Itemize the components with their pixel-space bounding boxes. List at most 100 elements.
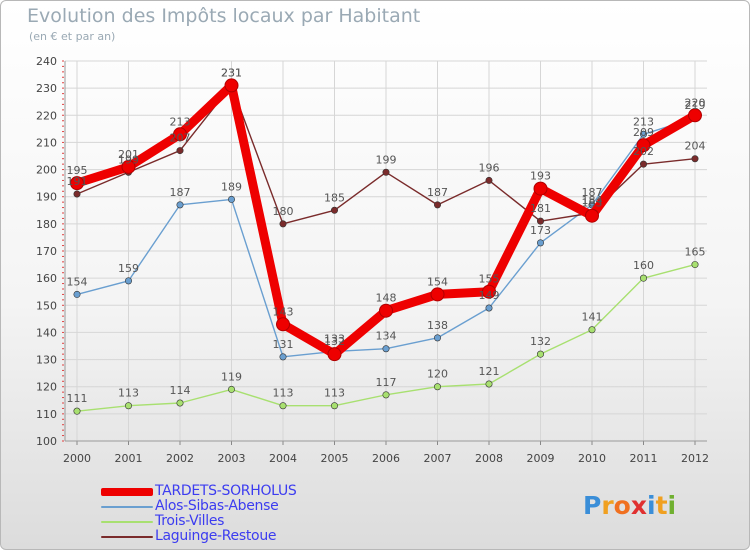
data-point	[228, 385, 236, 393]
data-label: 183	[582, 197, 603, 210]
data-label: 231	[221, 66, 242, 79]
legend-label: Alos-Sibas-Abense	[155, 498, 279, 514]
data-label: 131	[273, 338, 294, 351]
legend-item: Laguinge-Restoue	[101, 529, 297, 544]
data-point	[330, 402, 338, 410]
data-point	[639, 130, 647, 138]
y-tick-label: 200	[36, 164, 57, 177]
y-tick-label: 120	[36, 381, 57, 394]
proxiti-logo: Proxiti	[583, 491, 676, 520]
x-tick-label: 2000	[63, 452, 91, 465]
data-point	[73, 407, 81, 415]
y-tick-label: 230	[36, 82, 57, 95]
data-point	[636, 138, 651, 153]
data-point	[485, 176, 493, 184]
data-label: 132	[324, 335, 345, 348]
logo-letter: i	[667, 491, 677, 520]
data-point	[485, 304, 493, 312]
data-label: 141	[582, 311, 603, 324]
y-tick-labels: 100 110 120 130 140 150 160 170 180 190 200 210 220 2…	[36, 55, 57, 448]
y-tick-label: 210	[36, 136, 57, 149]
data-point	[279, 220, 287, 228]
data-point	[691, 261, 699, 269]
legend-item: TARDETS-SORHOLUS	[101, 484, 297, 499]
data-point	[482, 284, 496, 299]
logo-letter: x	[630, 491, 647, 520]
data-point	[382, 345, 390, 353]
y-tick-label: 180	[36, 218, 57, 231]
legend: TARDETS-SORHOLUS Alos-Sibas-Abense Trois-V…	[101, 484, 297, 544]
data-label: 120	[427, 368, 448, 381]
x-tick-label: 2003	[218, 452, 246, 465]
data-point	[536, 350, 544, 358]
legend-swatch	[101, 535, 153, 538]
data-point	[330, 206, 338, 214]
x-tick-label: 2008	[475, 452, 503, 465]
data-point	[433, 334, 441, 342]
x-tick-label: 2007	[424, 452, 452, 465]
data-label: 165	[685, 246, 706, 259]
data-label: 196	[479, 161, 500, 174]
data-label: 160	[633, 259, 654, 272]
data-point	[688, 108, 702, 123]
data-label: 199	[118, 153, 139, 166]
x-tick-label: 2006	[372, 452, 400, 465]
data-point	[176, 147, 184, 155]
data-label: 155	[479, 273, 500, 286]
legend-swatch	[101, 487, 153, 496]
data-point	[279, 353, 287, 361]
data-label: 187	[427, 186, 448, 199]
x-tick-label: 2009	[527, 452, 555, 465]
data-label: 111	[67, 392, 88, 405]
data-point	[433, 201, 441, 209]
y-tick-label: 100	[36, 435, 57, 448]
legend-label: Trois-Villes	[155, 513, 225, 529]
data-point	[228, 195, 236, 203]
x-tick-label: 2004	[269, 452, 297, 465]
logo-letter: i	[647, 491, 656, 520]
data-label: 154	[67, 275, 88, 288]
logo-letter: o	[613, 491, 631, 520]
data-point	[125, 402, 133, 410]
data-label: 199	[376, 153, 397, 166]
data-point	[379, 303, 393, 318]
data-label: 231	[221, 66, 242, 79]
data-label: 134	[376, 330, 397, 343]
data-point	[533, 181, 548, 196]
data-point	[224, 78, 239, 93]
x-tick-label: 2001	[115, 452, 143, 465]
legend-swatch	[101, 505, 153, 508]
data-point	[536, 239, 544, 247]
data-label: 189	[221, 180, 242, 193]
data-point	[382, 391, 390, 399]
data-label: 114	[170, 384, 191, 397]
data-point	[327, 347, 342, 362]
data-point	[639, 274, 647, 282]
data-label: 207	[170, 132, 191, 145]
data-label: 121	[479, 365, 500, 378]
data-label: 133	[324, 332, 345, 345]
data-label: 180	[273, 205, 294, 218]
data-point	[279, 402, 287, 410]
logo-letter: t	[655, 491, 668, 520]
data-label: 213	[633, 115, 654, 128]
data-point	[276, 317, 290, 332]
data-label: 191	[67, 175, 88, 188]
data-label: 119	[221, 370, 242, 383]
y-tick-label: 190	[36, 191, 57, 204]
data-label: 159	[118, 262, 139, 275]
y-tick-label: 220	[36, 109, 57, 122]
data-point	[536, 217, 544, 225]
data-label: 143	[273, 305, 294, 318]
data-label: 187	[582, 186, 603, 199]
data-label: 113	[118, 387, 139, 400]
data-label: 193	[530, 170, 551, 183]
data-point	[382, 168, 390, 176]
series-layer	[70, 78, 702, 415]
data-label: 204	[685, 140, 706, 153]
x-tick-label: 2012	[681, 452, 709, 465]
y-tick-label: 150	[36, 299, 57, 312]
y-tick-label: 240	[36, 55, 57, 68]
data-point	[433, 383, 441, 391]
legend-swatch	[101, 520, 153, 523]
